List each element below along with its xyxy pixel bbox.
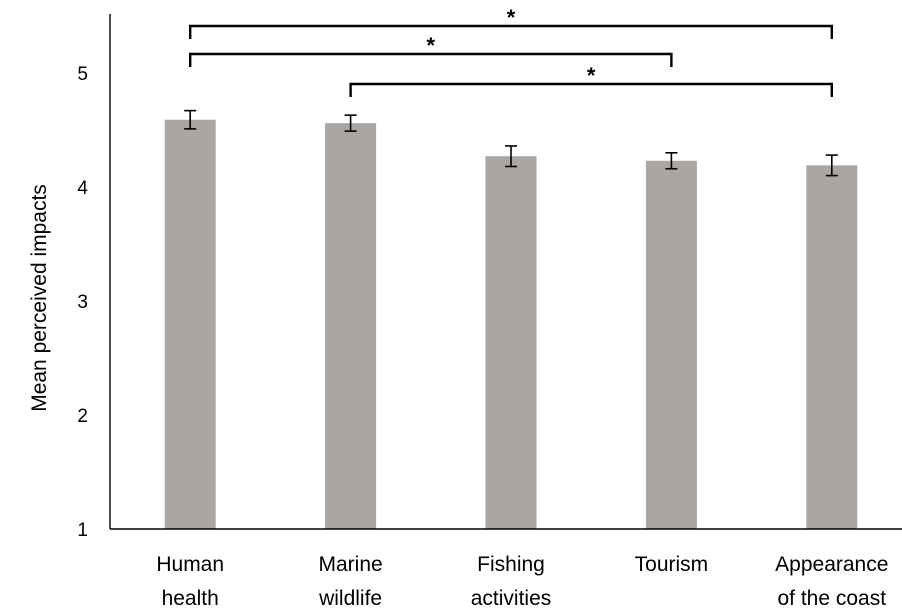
bar (645, 160, 697, 529)
error-bar (505, 145, 517, 168)
bar (485, 156, 537, 529)
x-category-label: of the coast (778, 587, 887, 610)
significance-star: * (587, 63, 596, 88)
y-tick-label: 2 (77, 406, 88, 427)
x-category-label: Appearance (775, 553, 888, 576)
y-axis-title: Mean perceived impacts (28, 184, 51, 412)
y-tick-label: 1 (77, 520, 88, 541)
x-category-label: Tourism (635, 553, 709, 576)
x-category-label: Fishing (477, 553, 545, 576)
error-bar (665, 152, 678, 170)
bar (164, 119, 216, 530)
error-bar (825, 154, 838, 177)
y-tick-labels: 1 2 3 4 5 (77, 64, 88, 541)
error-bar (344, 114, 357, 132)
bar (325, 123, 377, 529)
bars (164, 119, 858, 530)
x-category-labels: Human health Marine wildlife Fishing activiti… (156, 553, 888, 610)
significance-bracket: * (189, 33, 673, 67)
bracket-line (349, 82, 833, 97)
y-tick-label: 5 (77, 64, 88, 85)
bar (806, 165, 858, 529)
significance-brackets: * * * (189, 5, 833, 97)
bracket-line (189, 24, 833, 39)
x-category-label: Human (156, 553, 224, 576)
significance-bracket: * (189, 5, 833, 39)
bracket-line (189, 52, 673, 67)
y-tick-label: 3 (77, 292, 88, 313)
axes (109, 14, 902, 530)
error-bars (184, 109, 838, 177)
x-category-label: health (162, 587, 219, 610)
significance-star: * (427, 33, 436, 58)
significance-star: * (507, 5, 516, 30)
error-bar (184, 109, 197, 130)
significance-bracket: * (349, 63, 833, 97)
x-category-label: wildlife (318, 587, 382, 610)
y-tick-label: 4 (77, 178, 88, 199)
x-category-label: Marine (318, 553, 382, 576)
x-category-label: activities (471, 587, 552, 610)
